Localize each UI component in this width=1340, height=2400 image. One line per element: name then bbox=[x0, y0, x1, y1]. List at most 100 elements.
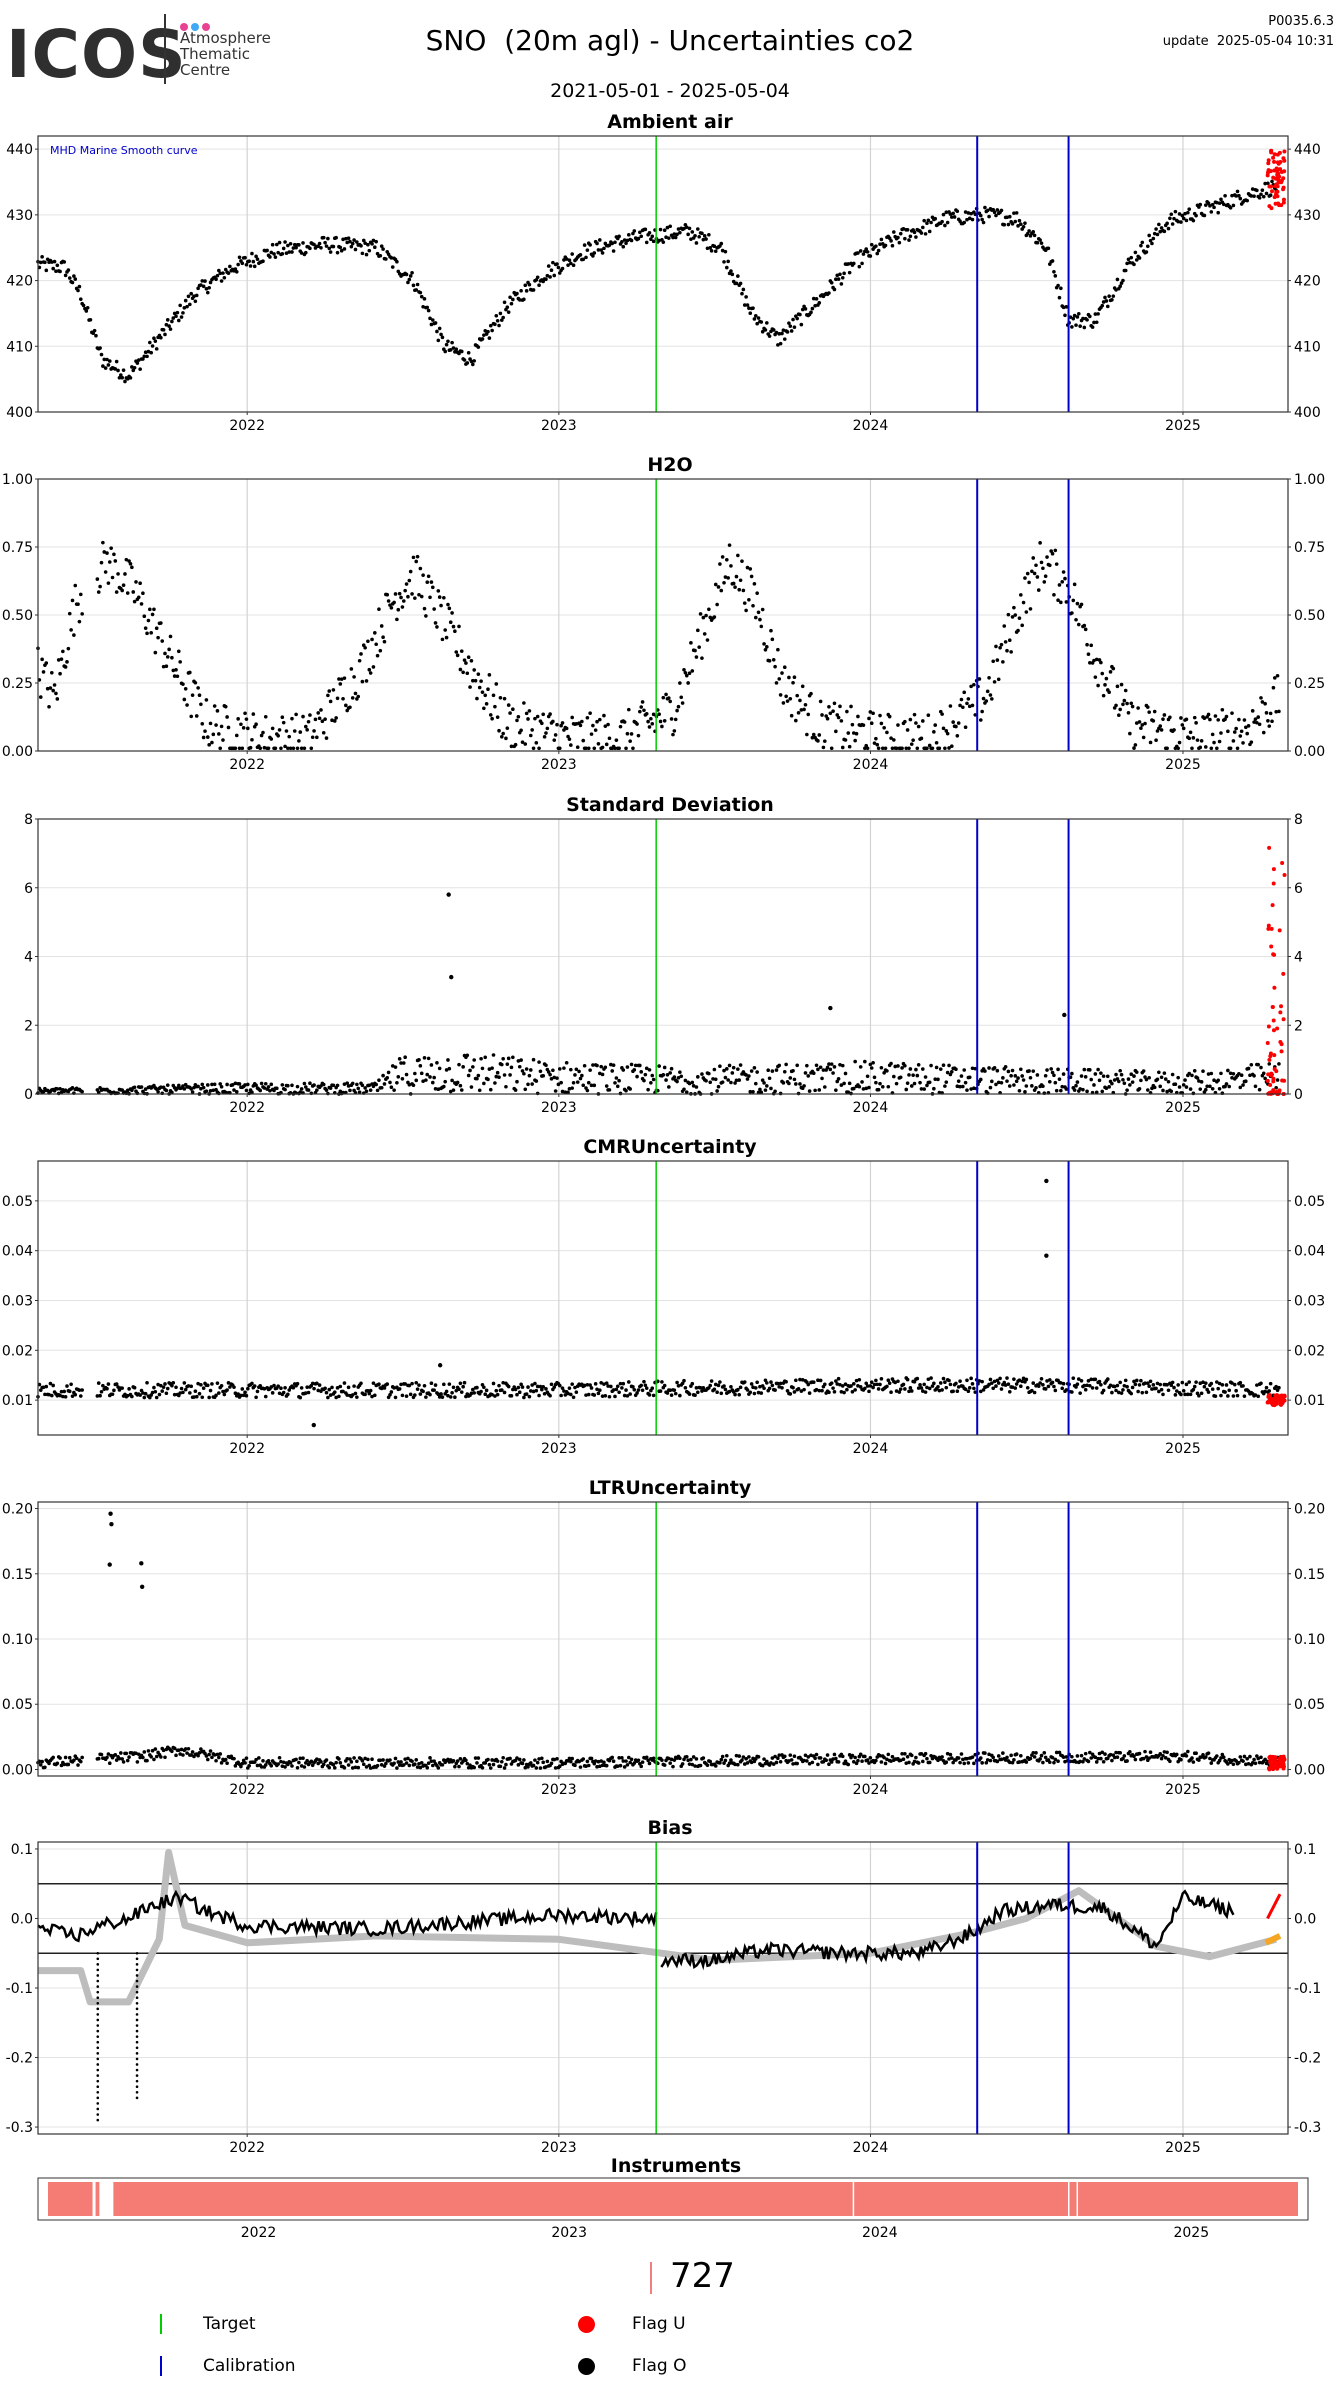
data-point bbox=[131, 590, 136, 594]
data-point bbox=[1088, 1068, 1092, 1072]
data-point bbox=[335, 1386, 340, 1390]
data-point bbox=[461, 670, 465, 675]
data-point bbox=[1105, 1756, 1110, 1761]
data-point bbox=[1152, 709, 1157, 714]
data-point bbox=[912, 1081, 917, 1086]
data-point bbox=[210, 740, 214, 745]
data-point bbox=[263, 1394, 268, 1399]
data-point bbox=[668, 1761, 673, 1765]
data-point bbox=[1219, 1393, 1223, 1398]
panel-title: CMRUncertainty bbox=[583, 1136, 757, 1158]
data-point bbox=[669, 1757, 674, 1762]
data-point bbox=[223, 267, 228, 272]
data-point bbox=[141, 1391, 145, 1395]
data-point bbox=[214, 1758, 218, 1763]
data-point bbox=[1215, 746, 1219, 751]
data-point bbox=[792, 1077, 797, 1082]
data-point bbox=[651, 1077, 656, 1082]
data-point bbox=[843, 738, 848, 742]
data-point bbox=[585, 1383, 590, 1387]
data-point bbox=[696, 628, 700, 633]
data-point bbox=[657, 712, 661, 717]
data-point bbox=[1047, 1378, 1052, 1382]
data-point bbox=[773, 1388, 777, 1392]
flag-u-point bbox=[1271, 155, 1276, 160]
data-point bbox=[501, 1380, 505, 1385]
data-point bbox=[217, 1091, 221, 1096]
flag-u-point bbox=[1281, 200, 1286, 205]
data-point bbox=[878, 1382, 882, 1387]
data-point bbox=[130, 565, 134, 570]
data-point bbox=[944, 210, 949, 215]
data-point bbox=[388, 1392, 392, 1397]
data-point bbox=[570, 1086, 574, 1090]
data-point bbox=[106, 1382, 111, 1386]
data-point bbox=[736, 553, 740, 558]
data-point bbox=[261, 730, 265, 735]
data-point bbox=[662, 1763, 667, 1767]
data-point bbox=[41, 1089, 46, 1094]
data-point bbox=[869, 721, 874, 725]
data-point bbox=[505, 726, 510, 730]
data-point bbox=[218, 746, 223, 751]
data-point bbox=[602, 1760, 606, 1765]
data-point bbox=[353, 1765, 358, 1770]
data-point bbox=[938, 1381, 943, 1385]
data-point bbox=[701, 615, 706, 620]
data-point bbox=[987, 1066, 991, 1070]
data-point bbox=[143, 1391, 148, 1396]
data-point bbox=[526, 1765, 530, 1769]
data-point bbox=[1277, 709, 1281, 714]
data-point bbox=[1078, 1391, 1082, 1395]
data-point bbox=[657, 1064, 661, 1068]
data-point bbox=[417, 1058, 421, 1062]
data-point bbox=[389, 256, 394, 260]
data-point bbox=[686, 1758, 690, 1763]
data-point bbox=[419, 1071, 424, 1076]
data-point bbox=[1060, 1084, 1065, 1089]
data-point bbox=[378, 253, 383, 258]
data-point bbox=[1097, 658, 1102, 662]
data-point bbox=[530, 1082, 534, 1086]
data-point bbox=[444, 342, 449, 347]
data-point bbox=[436, 1392, 441, 1397]
flag-u-point bbox=[1277, 928, 1282, 933]
data-point bbox=[738, 281, 743, 286]
data-point bbox=[1234, 726, 1238, 731]
data-point bbox=[544, 277, 548, 282]
data-point bbox=[984, 699, 989, 703]
data-point bbox=[324, 1088, 329, 1092]
data-point bbox=[247, 1763, 251, 1768]
data-point bbox=[1192, 1069, 1197, 1073]
data-point bbox=[84, 309, 89, 313]
data-point bbox=[860, 1759, 864, 1764]
y-tick-label-right: 2 bbox=[1294, 1018, 1303, 1034]
data-point bbox=[78, 297, 83, 301]
data-point bbox=[436, 589, 441, 593]
data-point bbox=[269, 1385, 274, 1389]
data-point bbox=[1231, 1394, 1236, 1398]
data-point bbox=[809, 1753, 813, 1758]
data-point bbox=[495, 1070, 500, 1075]
data-point bbox=[446, 602, 450, 607]
data-point bbox=[1134, 1378, 1139, 1383]
data-point bbox=[1126, 711, 1131, 715]
data-point bbox=[1245, 731, 1249, 736]
data-point bbox=[201, 284, 206, 289]
flag-u-point bbox=[1271, 867, 1276, 872]
y-tick-label-right: 420 bbox=[1294, 274, 1321, 290]
data-point bbox=[995, 1759, 1000, 1764]
data-point bbox=[973, 1752, 978, 1757]
data-point bbox=[170, 1749, 174, 1754]
data-point bbox=[795, 1063, 799, 1068]
data-point bbox=[225, 1388, 229, 1392]
data-point bbox=[696, 1390, 700, 1395]
data-point bbox=[313, 717, 318, 722]
data-point bbox=[523, 283, 528, 288]
data-point bbox=[573, 1763, 577, 1768]
data-point bbox=[951, 1389, 955, 1394]
data-point bbox=[1209, 1381, 1214, 1386]
data-point bbox=[947, 746, 951, 750]
data-point bbox=[762, 1386, 766, 1391]
data-point bbox=[540, 1387, 544, 1392]
